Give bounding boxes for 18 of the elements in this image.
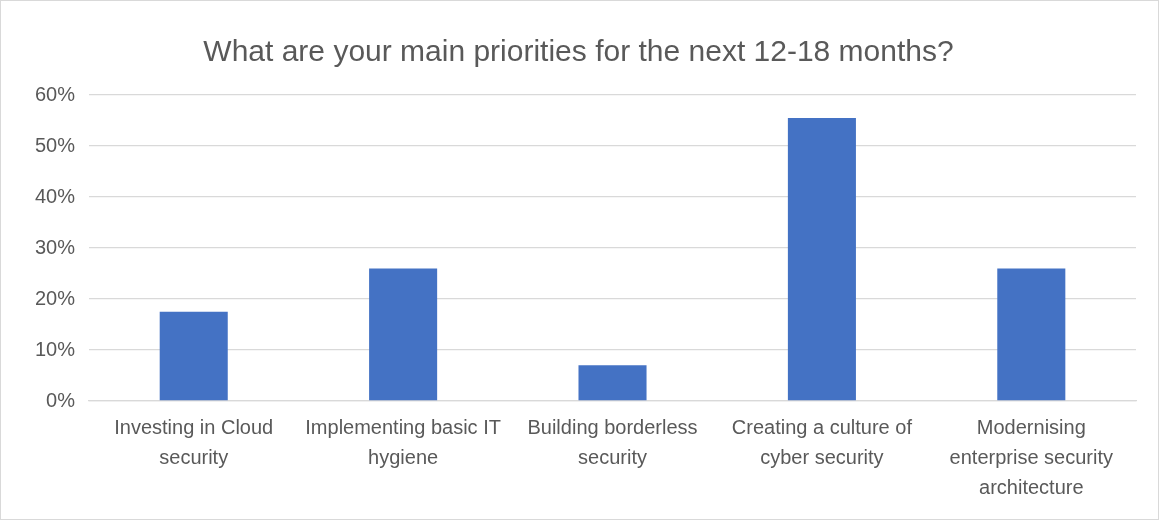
x-tick-label: Modernising enterprise security architecture [949, 415, 1114, 498]
y-tick-label: 60% [35, 82, 76, 105]
y-tick-label: 10% [35, 337, 76, 360]
chart-title: What are your main priorities for the next 12-18 months? [203, 34, 954, 68]
y-tick-label: 30% [35, 235, 76, 258]
bar [578, 365, 647, 401]
x-tick-label: Building borderless security [527, 415, 698, 468]
bar [997, 268, 1066, 401]
y-tick-label: 0% [46, 388, 76, 411]
y-tick-label: 20% [35, 286, 76, 309]
x-tick-label: Implementing basic IT hygiene [305, 415, 501, 468]
bar [787, 117, 856, 401]
x-tick-label: Creating a culture of cyber security [731, 415, 913, 468]
y-tick-label: 40% [35, 184, 76, 207]
x-tick-label: Investing in Cloud security [114, 415, 274, 468]
bar [369, 268, 438, 401]
y-tick-label: 50% [35, 133, 76, 156]
bar [159, 311, 228, 401]
